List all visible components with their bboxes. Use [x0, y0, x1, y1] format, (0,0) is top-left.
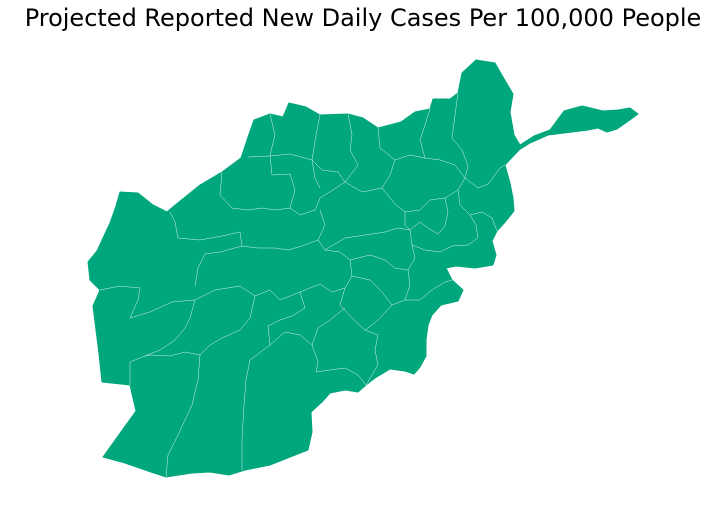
province-border [339, 287, 379, 386]
province-border [349, 244, 416, 271]
afghanistan-outline [87, 59, 639, 478]
province-border [364, 304, 393, 331]
province-border [404, 211, 411, 231]
province-border [451, 92, 506, 189]
province-border [351, 275, 406, 306]
province-border [99, 239, 353, 319]
province-border [219, 153, 346, 216]
province-border [344, 113, 396, 193]
province-border [144, 351, 201, 357]
province-border [324, 227, 411, 251]
map-title: Projected Reported New Daily Cases Per 1… [24, 4, 702, 32]
province-border [311, 114, 321, 189]
province-border [269, 113, 296, 209]
province-border [169, 211, 243, 247]
province-border [241, 331, 313, 471]
province-border [311, 307, 367, 386]
province-border [267, 291, 306, 346]
province-border [404, 269, 453, 301]
country-shape [87, 59, 639, 478]
province-border [457, 189, 498, 232]
province-border [129, 299, 196, 386]
province-border [317, 209, 326, 241]
province-borders [99, 92, 506, 478]
province-border [419, 108, 431, 159]
